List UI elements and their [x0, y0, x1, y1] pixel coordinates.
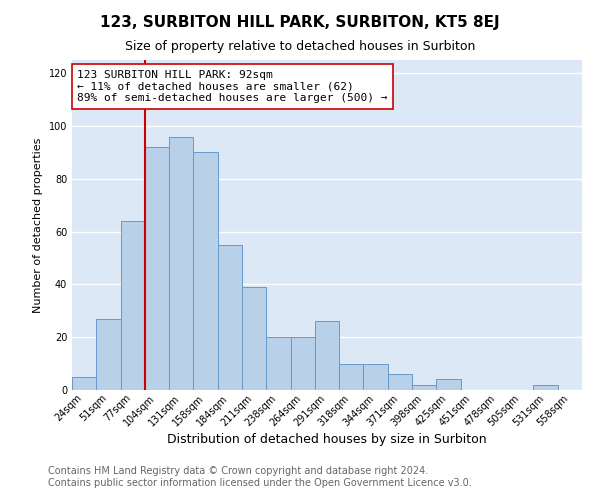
Bar — [266, 337, 290, 390]
Text: Size of property relative to detached houses in Surbiton: Size of property relative to detached ho… — [125, 40, 475, 53]
Text: 123, SURBITON HILL PARK, SURBITON, KT5 8EJ: 123, SURBITON HILL PARK, SURBITON, KT5 8… — [100, 15, 500, 30]
Bar — [412, 384, 436, 390]
Bar — [242, 287, 266, 390]
Bar — [218, 245, 242, 390]
Bar — [193, 152, 218, 390]
Bar — [364, 364, 388, 390]
Bar — [533, 384, 558, 390]
Y-axis label: Number of detached properties: Number of detached properties — [33, 138, 43, 312]
Bar — [145, 147, 169, 390]
Bar — [96, 318, 121, 390]
X-axis label: Distribution of detached houses by size in Surbiton: Distribution of detached houses by size … — [167, 433, 487, 446]
Bar — [290, 337, 315, 390]
Bar — [121, 221, 145, 390]
Text: 123 SURBITON HILL PARK: 92sqm
← 11% of detached houses are smaller (62)
89% of s: 123 SURBITON HILL PARK: 92sqm ← 11% of d… — [77, 70, 388, 103]
Bar — [72, 377, 96, 390]
Bar — [169, 136, 193, 390]
Bar — [388, 374, 412, 390]
Bar — [315, 322, 339, 390]
Text: Contains HM Land Registry data © Crown copyright and database right 2024.
Contai: Contains HM Land Registry data © Crown c… — [48, 466, 472, 487]
Bar — [339, 364, 364, 390]
Bar — [436, 380, 461, 390]
